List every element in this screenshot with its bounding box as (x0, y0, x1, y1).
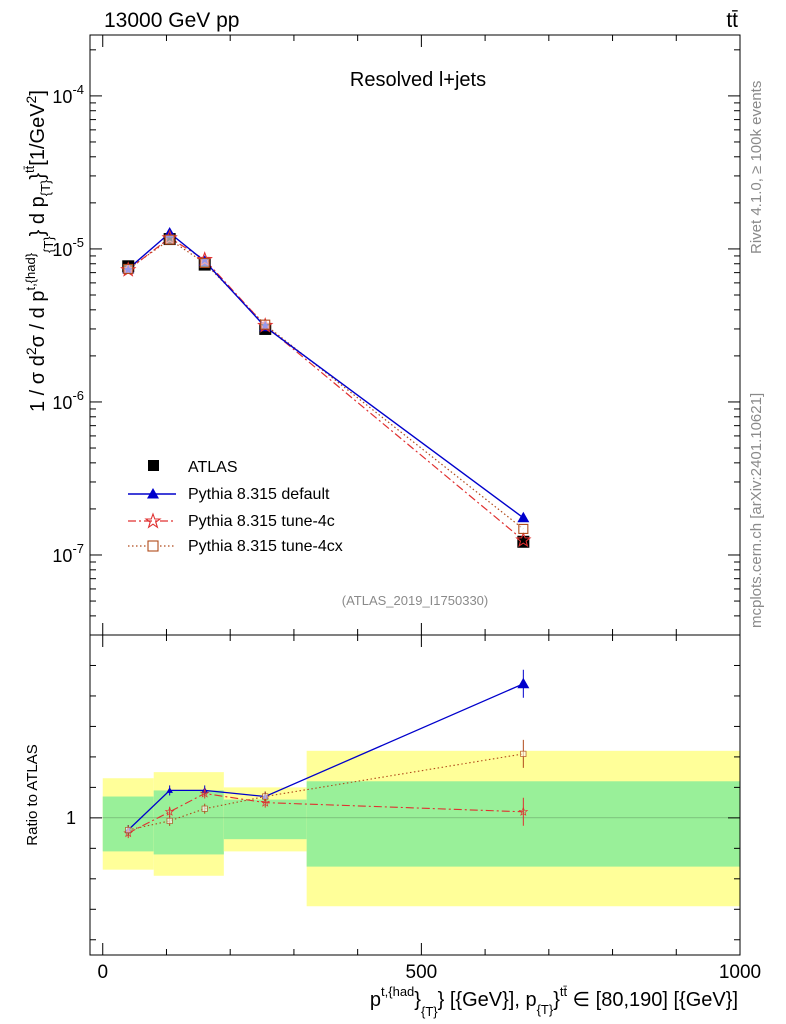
ratio-marker-group (518, 806, 529, 816)
ratio-marker-group (166, 787, 173, 793)
ratio-point-pythia-8-315-tune-4c (260, 797, 271, 807)
ratio-panel-frame (89, 634, 741, 956)
legend-item-atlas: ATLAS (148, 459, 238, 476)
legend-marker-default (147, 488, 159, 499)
ratio-stat-uncertainty-band (153, 790, 224, 855)
ratio-y-tick-label: 1 (66, 808, 76, 828)
ratio-line-pythia-8-315-tune-4cx (128, 753, 524, 831)
ratio-point-pythia-8-315-tune-4cx (520, 750, 527, 757)
main-y-tick-label: 10-5 (52, 235, 84, 260)
legend-item-tune4cx: Pythia 8.315 tune-4cx (128, 538, 343, 555)
data-point-pythia-8-315-tune-4cx (518, 523, 529, 534)
data-point-pythia-8-315-tune-4cx (123, 263, 134, 274)
ratio-plot-area (90, 669, 740, 907)
legend-marker-tune4c (144, 512, 162, 529)
ratio-point-pythia-8-315-tune-4c (164, 806, 175, 816)
ratio-marker-group (199, 788, 210, 798)
ratio-panel: 1 0 500 1000 Ratio to ATLAS pt,{had}{T}} [{… (24, 634, 761, 1019)
x-axis-label: pt,{had}{T}} [{GeV}], p{T}}tt̄ ∈ [80,190… (370, 984, 738, 1019)
ratio-point-pythia-8-315-tune-4c (199, 788, 210, 798)
main-ticks: 10-7 10-6 10-5 10-4 (52, 35, 741, 636)
ratio-ticks: 1 0 500 1000 (66, 634, 761, 983)
plot-title: Resolved l+jets (350, 69, 486, 91)
ratio-marker-group (125, 827, 132, 834)
ratio-marker-group (520, 750, 527, 757)
ratio-y-axis-label: Ratio to ATLAS (24, 744, 41, 845)
series-line-pythia-8-315-tune-4c (127, 237, 524, 541)
data-point-pythia-8-315-tune-4cx (164, 234, 175, 245)
legend-label-atlas: ATLAS (188, 459, 238, 476)
legend-label-tune4cx: Pythia 8.315 tune-4cx (188, 538, 343, 555)
main-y-tick-label: 10-4 (52, 82, 84, 107)
ratio-point-pythia-8-315-tune-4c (518, 806, 529, 816)
ratio-point-pythia-8-315-tune-4cx (125, 827, 132, 834)
process-label: tt̄ (726, 9, 738, 32)
ratio-point-pythia-8-315-tune-4cx (201, 805, 208, 812)
legend-item-default: Pythia 8.315 default (128, 486, 330, 503)
energy-label: 13000 GeV pp (104, 9, 239, 32)
legend-label-tune4c: Pythia 8.315 tune-4c (188, 513, 335, 530)
ratio-marker-group (166, 817, 173, 824)
x-tick-label: 500 (406, 962, 438, 983)
main-plot-area (120, 227, 532, 548)
ratio-point-pythia-8-315-tune-4cx (262, 793, 269, 800)
legend: ATLAS Pythia 8.315 default Pythia 8.315 … (128, 459, 343, 555)
ratio-marker-group (262, 793, 269, 800)
x-tick-label: 1000 (719, 962, 761, 983)
ratio-marker-group (517, 677, 530, 689)
rivet-version-label: Rivet 4.1.0, ≥ 100k events (748, 81, 765, 254)
ratio-marker-group (260, 797, 271, 807)
data-point-pythia-8-315-tune-4cx (260, 319, 271, 330)
analysis-id: (ATLAS_2019_I1750330) (342, 593, 488, 608)
ratio-marker-group (164, 806, 175, 816)
legend-label-default: Pythia 8.315 default (188, 486, 330, 503)
ratio-marker-group (201, 805, 208, 812)
main-y-axis-label-text: 1 / σ d2σ / d pt,{had}{T}} d p{T}}tt̄[1/… (22, 90, 56, 412)
data-point-pythia-8-315-tune-4cx (199, 257, 210, 268)
ratio-point-pythia-8-315-default (166, 787, 173, 793)
x-tick-label: 0 (97, 962, 108, 983)
data-point-pythia-8-315-default (517, 511, 530, 523)
legend-marker-atlas (148, 460, 159, 471)
main-panel: 10-7 10-6 10-5 10-4 Resolved l+jets (ATLAS_… (22, 34, 741, 636)
ratio-point-pythia-8-315-default (517, 677, 530, 689)
data-point-pythia-8-315-tune-4c (515, 531, 532, 548)
mcplots-label: mcplots.cern.ch [arXiv:2401.10621] (748, 393, 765, 628)
main-y-tick-label: 10-6 (52, 388, 84, 413)
main-y-axis-label: 1 / σ d2σ / d pt,{had}{T}} d p{T}}tt̄[1/… (22, 90, 56, 412)
x-axis-label-text: pt,{had}{T}} [{GeV}], p{T}}tt̄ ∈ [80,190… (370, 984, 738, 1019)
legend-marker-tune4cx (147, 540, 159, 552)
ratio-point-pythia-8-315-tune-4cx (166, 817, 173, 824)
main-y-tick-label: 10-7 (52, 541, 84, 566)
legend-item-tune4c: Pythia 8.315 tune-4c (128, 512, 335, 530)
